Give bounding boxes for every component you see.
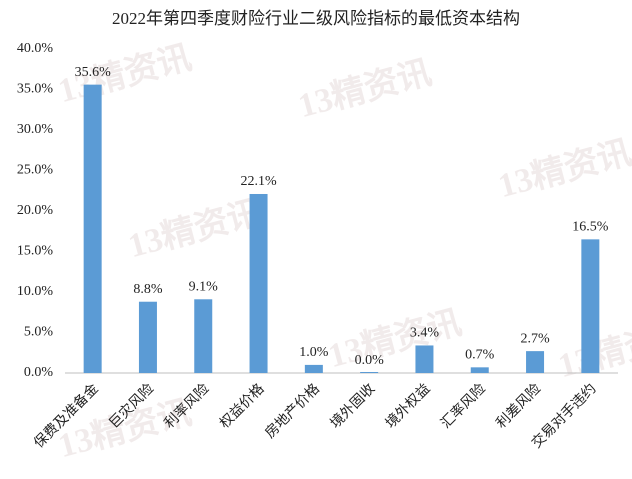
bar bbox=[138, 301, 157, 373]
bar bbox=[249, 193, 268, 373]
bar bbox=[360, 372, 379, 373]
bar bbox=[83, 84, 102, 373]
bar bbox=[194, 299, 213, 373]
data-label: 8.8% bbox=[133, 282, 163, 297]
data-label: 1.0% bbox=[299, 345, 329, 360]
bar bbox=[526, 351, 545, 373]
data-label: 22.1% bbox=[240, 174, 277, 189]
y-tick-label: 35.0% bbox=[17, 82, 54, 97]
y-tick-label: 0.0% bbox=[24, 365, 54, 380]
y-tick-label: 30.0% bbox=[17, 122, 54, 137]
data-label: 3.4% bbox=[410, 326, 440, 341]
y-tick-label: 40.0% bbox=[17, 41, 54, 56]
y-tick-label: 10.0% bbox=[17, 284, 54, 299]
chart-title: 2022年第四季度财险行业二级风险指标的最低资本结构 bbox=[112, 9, 520, 28]
bar bbox=[304, 364, 323, 373]
bar bbox=[415, 345, 434, 373]
data-label: 2.7% bbox=[520, 331, 550, 346]
y-tick-label: 15.0% bbox=[17, 244, 54, 259]
y-tick-label: 25.0% bbox=[17, 163, 54, 178]
y-tick-label: 20.0% bbox=[17, 203, 54, 218]
data-label: 0.7% bbox=[465, 348, 495, 363]
data-label: 9.1% bbox=[189, 280, 219, 295]
data-label: 35.6% bbox=[75, 65, 112, 80]
data-label: 0.0% bbox=[355, 353, 385, 368]
bar bbox=[581, 239, 600, 373]
y-tick-label: 5.0% bbox=[24, 325, 54, 340]
bar bbox=[470, 367, 489, 373]
data-label: 16.5% bbox=[572, 220, 609, 235]
